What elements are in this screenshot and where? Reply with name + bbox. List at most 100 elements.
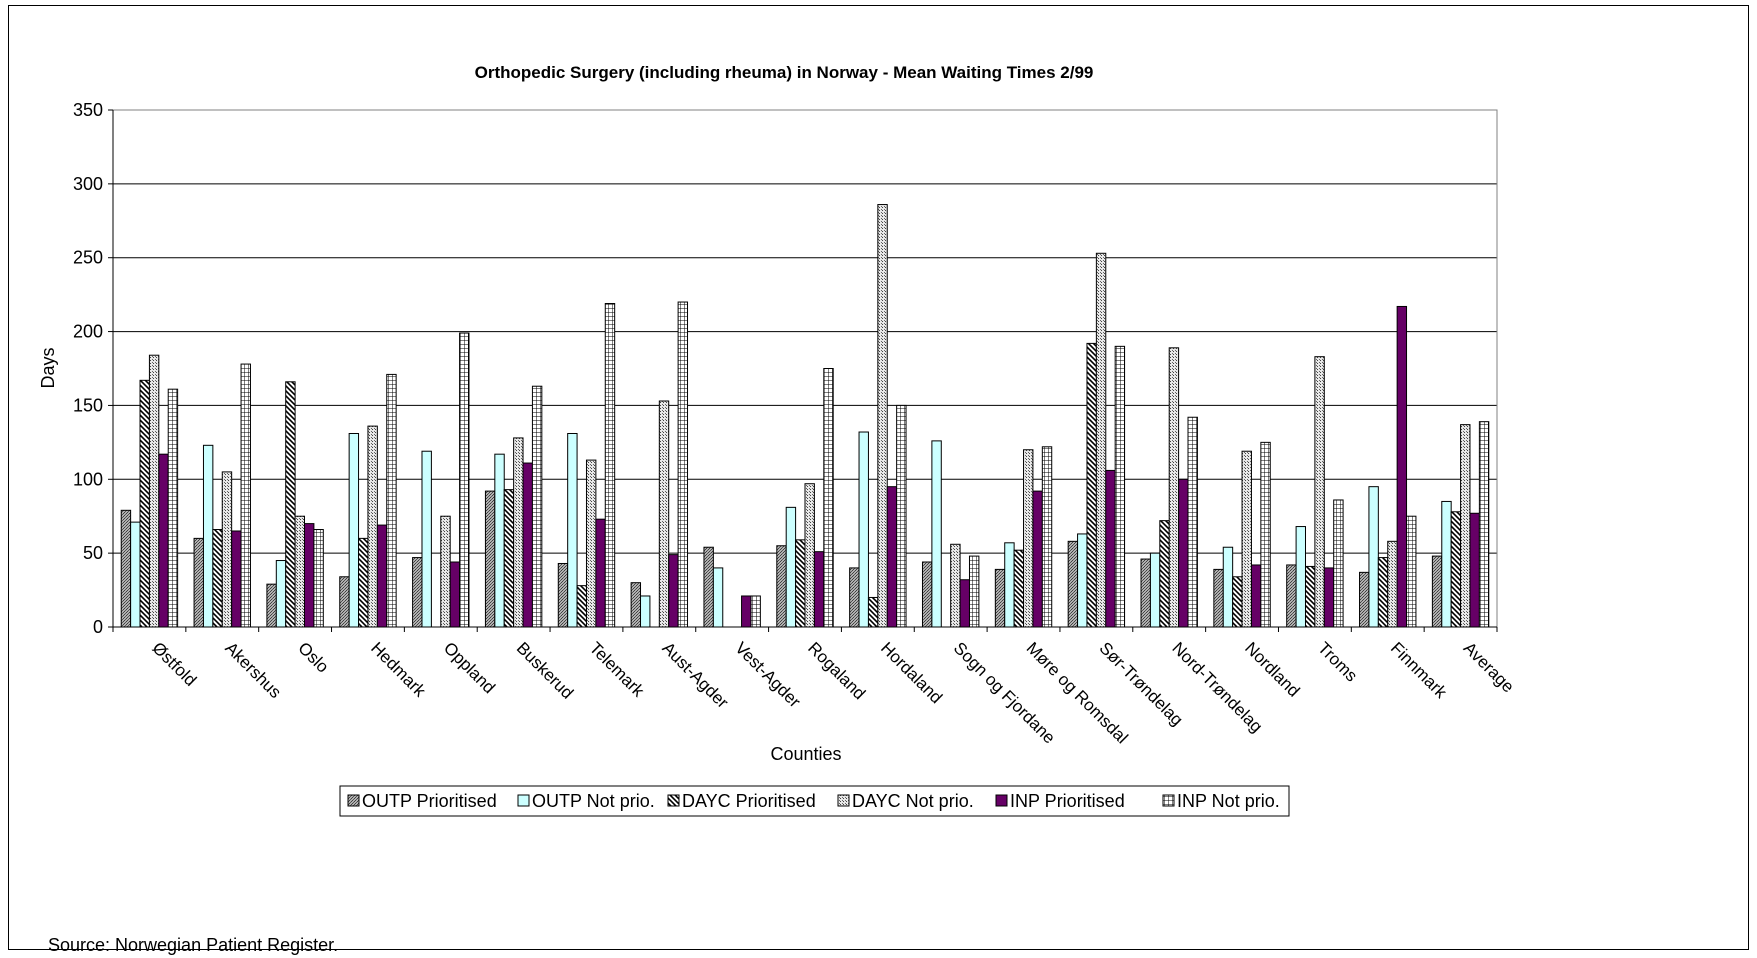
bar xyxy=(1359,571,1370,628)
bar xyxy=(867,596,879,628)
bar xyxy=(1032,490,1043,628)
bar xyxy=(950,543,961,628)
bar xyxy=(921,561,933,628)
bar xyxy=(1295,526,1306,628)
bar xyxy=(604,303,616,628)
legend-label: OUTP Prioritised xyxy=(362,791,497,811)
bar xyxy=(1041,446,1053,628)
bar xyxy=(858,431,869,628)
bar xyxy=(494,453,505,628)
legend-label: DAYC Prioritised xyxy=(682,791,816,811)
source-note: Source: Norwegian Patient Register. xyxy=(48,935,339,955)
bar xyxy=(1260,441,1271,628)
bar xyxy=(1368,486,1379,628)
x-tick-label: Oppland xyxy=(440,638,499,697)
bar xyxy=(266,583,277,628)
bar xyxy=(1469,512,1480,628)
bar xyxy=(1213,568,1224,628)
bar xyxy=(1114,345,1126,628)
bar xyxy=(240,363,251,628)
y-tick-label: 50 xyxy=(83,543,103,563)
y-tick-label: 100 xyxy=(73,469,103,489)
bar xyxy=(1105,469,1116,628)
bar xyxy=(421,450,432,628)
legend-swatch xyxy=(667,794,680,807)
y-tick-label: 250 xyxy=(73,248,103,268)
x-axis-label: Counties xyxy=(770,744,841,764)
y-tick-label: 200 xyxy=(73,322,103,342)
bar xyxy=(931,440,942,628)
x-tick-label: Telemark xyxy=(586,638,649,701)
bar xyxy=(503,489,515,628)
bar xyxy=(658,400,670,628)
bar xyxy=(130,521,141,628)
x-tick-label: Hedmark xyxy=(367,638,430,701)
bar xyxy=(1304,565,1316,628)
bar xyxy=(120,509,132,628)
bar xyxy=(567,432,578,628)
bar xyxy=(376,524,388,628)
bar xyxy=(677,301,689,628)
y-tick-label: 150 xyxy=(73,395,103,415)
bar xyxy=(339,576,350,628)
x-tick-label: Oslo xyxy=(294,638,332,676)
bar xyxy=(231,530,242,628)
bar xyxy=(1460,424,1471,628)
bar xyxy=(221,471,233,628)
x-tick-label: Buskerud xyxy=(513,638,577,702)
legend-swatch xyxy=(837,794,850,807)
x-tick-label: Finnmark xyxy=(1387,638,1451,702)
x-tick-label: Average xyxy=(1460,638,1518,696)
bar xyxy=(1377,557,1389,628)
bar xyxy=(449,561,461,628)
bar xyxy=(1286,564,1297,628)
bar xyxy=(1004,542,1015,628)
bar xyxy=(202,444,214,628)
bar xyxy=(804,483,815,628)
axes xyxy=(108,109,1498,632)
bar xyxy=(896,404,907,628)
bar xyxy=(776,545,787,628)
bar xyxy=(1086,342,1097,628)
y-tick-label: 0 xyxy=(93,617,103,637)
bar xyxy=(1450,511,1462,628)
legend-swatch xyxy=(347,794,360,807)
bar xyxy=(1159,520,1170,628)
legend-swatch xyxy=(995,794,1008,807)
bar xyxy=(531,385,543,628)
chart-title: Orthopedic Surgery (including rheuma) in… xyxy=(475,63,1094,82)
bar xyxy=(139,379,150,628)
legend-label: INP Not prio. xyxy=(1177,791,1280,811)
bar xyxy=(1067,540,1079,628)
bar xyxy=(1187,416,1198,628)
bar xyxy=(1323,567,1335,628)
bar xyxy=(959,579,970,628)
chart-frame xyxy=(8,5,1749,950)
bar xyxy=(522,462,533,628)
bar xyxy=(484,490,496,628)
bar xyxy=(1441,500,1452,628)
bar xyxy=(1095,252,1107,628)
legend-swatch xyxy=(517,794,530,807)
x-tick-label: Østfold xyxy=(149,638,201,690)
bar xyxy=(1222,546,1234,628)
bar xyxy=(1478,421,1490,628)
bar xyxy=(1140,558,1151,628)
bar xyxy=(877,204,888,628)
bar xyxy=(630,582,642,628)
bar xyxy=(640,595,651,628)
bar xyxy=(557,562,569,628)
bars xyxy=(120,204,1490,628)
bar xyxy=(440,515,451,628)
bar xyxy=(576,585,587,628)
y-axis-label: Days xyxy=(38,347,58,388)
bar xyxy=(886,486,898,628)
x-tick-label: Troms xyxy=(1314,638,1361,685)
bar xyxy=(294,515,306,628)
bar xyxy=(158,453,169,628)
bar xyxy=(823,368,834,628)
bar xyxy=(148,354,160,628)
x-tick-label: Vest-Agder xyxy=(731,638,804,711)
bar xyxy=(459,332,470,628)
